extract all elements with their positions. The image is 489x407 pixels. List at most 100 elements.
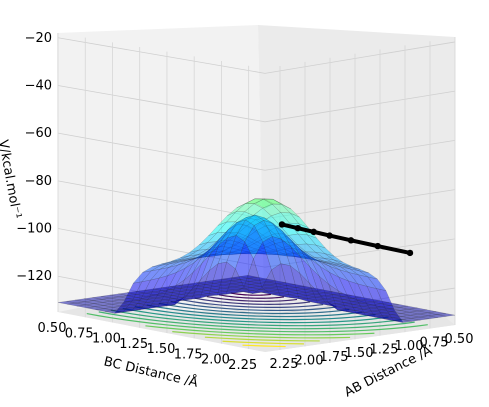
surface-patch	[104, 307, 123, 311]
surface-patch	[214, 284, 234, 289]
surface-patch	[135, 289, 154, 294]
surface-patch	[75, 298, 94, 303]
surface-patch	[189, 288, 208, 293]
trajectory-point	[278, 221, 286, 228]
x-tick-label: 2.25	[270, 357, 299, 372]
surface-patch	[169, 259, 188, 265]
surface-patch	[297, 233, 317, 246]
surface-patch	[176, 258, 195, 273]
surface-patch	[341, 265, 360, 272]
contour-line	[134, 306, 376, 321]
surface-patch	[314, 257, 333, 263]
y-tick-label: 0.50	[38, 321, 67, 336]
contour-line	[122, 307, 389, 324]
surface-patch	[152, 287, 172, 291]
z-tick-label: −100	[16, 222, 52, 237]
z-axis-title: V/kcal.mol⁻¹	[0, 139, 24, 220]
surface-patch	[144, 288, 163, 293]
surface-patch	[180, 250, 199, 258]
surface-patch	[371, 300, 390, 304]
surface-patch	[333, 293, 352, 297]
z-tick-label: −20	[25, 31, 52, 46]
x-tick-label: 1.00	[395, 339, 424, 354]
z-tick-label: −40	[25, 78, 52, 93]
x-tick-label: 0.50	[445, 332, 474, 347]
surface-patch	[402, 318, 421, 322]
contour-line	[222, 340, 304, 345]
surface-patch	[254, 214, 274, 224]
surface-patch	[154, 293, 173, 297]
surface-patch	[272, 223, 292, 248]
surface-patch	[216, 290, 235, 295]
surface-patch	[156, 302, 175, 307]
surface-patch	[235, 203, 255, 212]
surface-patch	[178, 283, 197, 288]
surface-patch	[119, 295, 138, 299]
surface-patch	[192, 247, 212, 273]
contour-line	[206, 295, 298, 302]
surface-patch	[262, 203, 282, 217]
surface-patch	[227, 203, 246, 216]
surface-patch	[197, 241, 218, 251]
surface-patch	[187, 282, 206, 286]
surface-patch	[93, 299, 112, 303]
z-gridline	[57, 37, 456, 74]
surface-patch	[149, 267, 170, 281]
surface-patch	[222, 280, 241, 285]
trajectory	[278, 221, 414, 257]
surface-patch	[118, 292, 137, 296]
surface-patch	[324, 291, 343, 295]
pane-floor	[58, 308, 455, 352]
y-tick-label: 1.75	[174, 347, 203, 362]
z-gridline	[57, 132, 456, 171]
z-tick-label: −80	[25, 174, 52, 189]
contour-line	[242, 344, 286, 348]
contour-line	[86, 312, 428, 333]
y-tick-label: 2.25	[228, 358, 257, 373]
surface-patch	[213, 278, 232, 283]
axis-ticks: −20−40−60−80−100−1200.500.751.001.251.50…	[16, 31, 473, 373]
trajectory-point	[374, 242, 381, 250]
surface-patch	[147, 300, 166, 305]
z-gridline	[57, 275, 456, 317]
surface-patch	[136, 292, 155, 297]
surface-patch	[76, 301, 95, 306]
contour-line	[145, 325, 375, 336]
x-tick-label: 2.00	[295, 353, 324, 368]
surface-patch	[209, 237, 228, 272]
surface-patch	[205, 283, 224, 287]
surface-patch	[218, 222, 238, 246]
contour-line	[170, 301, 337, 312]
surface-patch	[164, 298, 183, 302]
surface-patch	[276, 282, 296, 286]
surface-patch	[232, 282, 251, 286]
surface-patch	[201, 238, 220, 264]
contour-line	[110, 309, 402, 327]
contour-line	[230, 292, 271, 296]
x-tick-label: 1.75	[320, 350, 349, 365]
floor-contours	[86, 292, 428, 348]
trajectory-point	[326, 232, 333, 239]
surface-patch	[152, 262, 171, 268]
surface-patch	[204, 280, 223, 284]
surface-patch	[198, 290, 217, 294]
y-tick-label: 1.50	[146, 342, 175, 357]
surface-patch	[399, 305, 418, 310]
y-tick-label: 2.00	[201, 353, 230, 368]
contour-line	[158, 302, 350, 315]
surface-patch	[253, 241, 272, 289]
surface-patch	[389, 304, 408, 308]
surface-patch	[342, 295, 361, 299]
surface-patch	[344, 301, 363, 305]
surface-patch	[224, 286, 243, 291]
surface-patch	[272, 199, 292, 210]
x-tick-label: 1.25	[370, 343, 399, 358]
surface-patch	[206, 286, 225, 290]
potential-surface	[57, 198, 456, 323]
surface-patch	[305, 251, 325, 259]
surface-patch	[188, 249, 208, 257]
surface-patch	[170, 258, 189, 263]
surface-patch	[269, 289, 288, 294]
trajectory-point	[294, 224, 302, 232]
